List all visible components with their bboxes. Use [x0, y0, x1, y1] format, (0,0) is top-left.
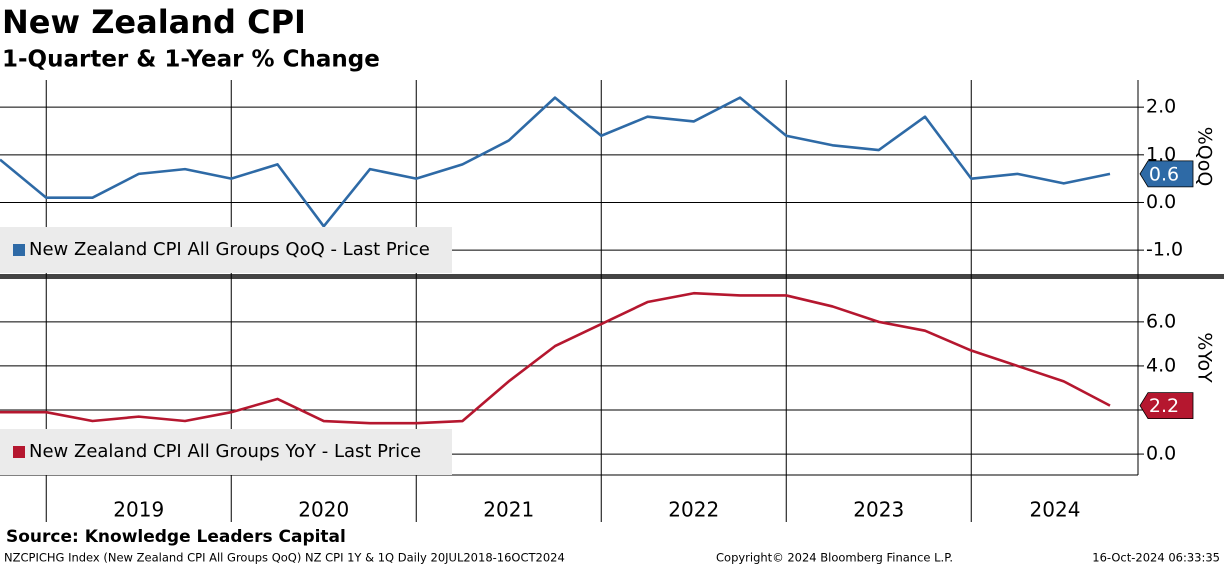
footer-left: NZCPICHG Index (New Zealand CPI All Grou…: [4, 551, 565, 565]
x-tick-label: 2023: [853, 498, 904, 522]
last-value-label: 0.6: [1149, 163, 1179, 185]
last-value-label: 2.2: [1149, 395, 1179, 417]
footer-center: Copyright© 2024 Bloomberg Finance L.P.: [716, 551, 953, 565]
y-axis-label: %YoY: [1194, 332, 1216, 383]
legend-label: New Zealand CPI All Groups YoY - Last Pr…: [29, 441, 421, 462]
legend-box: [0, 227, 452, 273]
series-line: [0, 291, 1111, 425]
y-tick-label: 4.0: [1146, 354, 1176, 376]
y-tick-label: 2.0: [1146, 96, 1176, 118]
y-tick-label: -1.0: [1146, 239, 1183, 261]
chart-title: New Zealand CPI: [2, 3, 306, 41]
legend-marker: [13, 244, 25, 256]
x-tick-label: 2024: [1030, 498, 1081, 522]
series-line: [0, 96, 1111, 228]
y-axis-label: %QoQ: [1194, 127, 1216, 187]
panel-separator: [0, 274, 1224, 279]
x-tick-label: 2022: [668, 498, 719, 522]
last-value-tag: [1139, 392, 1194, 419]
x-tick-label: 2021: [483, 498, 534, 522]
footer-right: 16-Oct-2024 06:33:35: [1092, 551, 1220, 565]
chart-subtitle: 1-Quarter & 1-Year % Change: [2, 47, 380, 73]
y-tick-label: 0.0: [1146, 191, 1176, 213]
last-value-tag: [1139, 160, 1194, 188]
legend-box: [0, 429, 452, 475]
source: Source: Knowledge Leaders Capital: [6, 527, 346, 547]
x-tick-label: 2019: [113, 498, 164, 522]
y-tick-label: 6.0: [1146, 310, 1176, 332]
legend-marker: [13, 446, 25, 458]
x-tick-label: 2020: [298, 498, 349, 522]
y-tick-label: 1.0: [1146, 143, 1176, 165]
legend-label: New Zealand CPI All Groups QoQ - Last Pr…: [29, 239, 430, 260]
y-tick-label: 0.0: [1146, 443, 1176, 465]
